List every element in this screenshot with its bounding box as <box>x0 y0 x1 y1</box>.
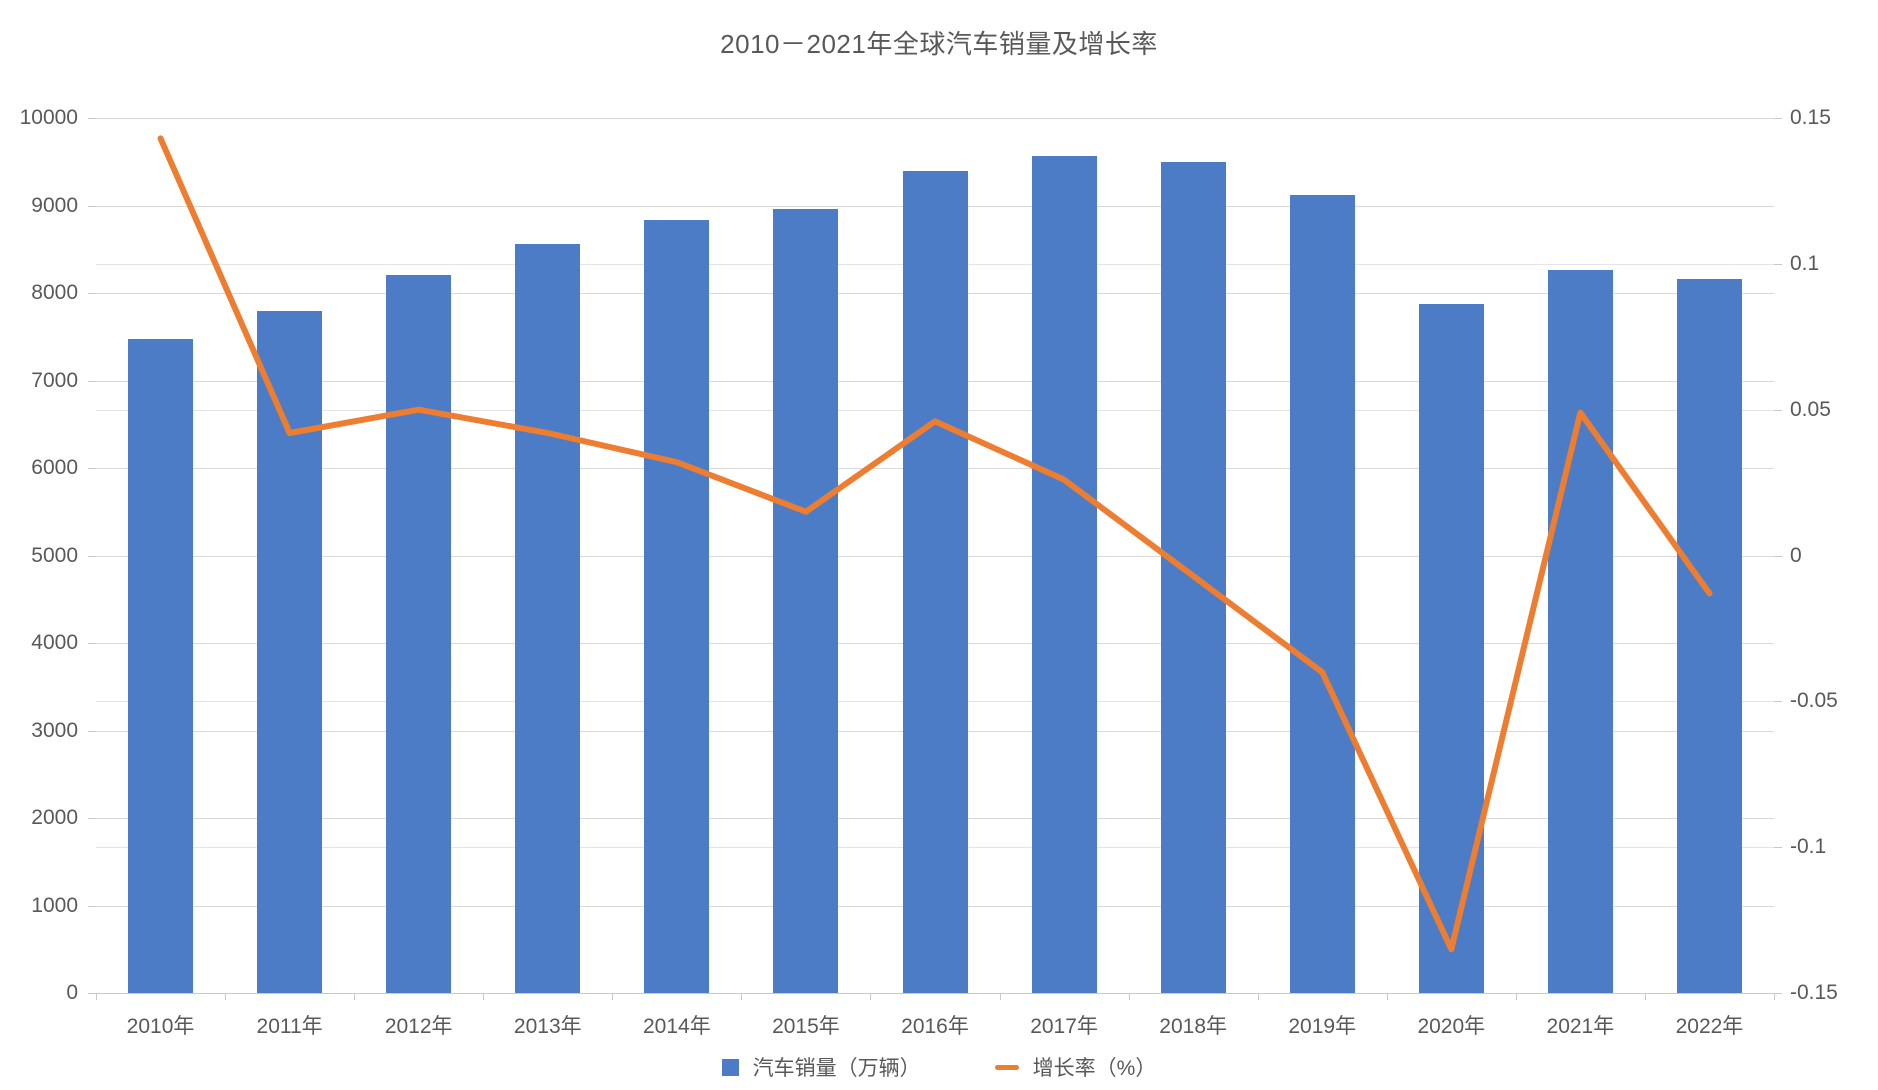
y-axis-label-right: -0.1 <box>1790 835 1827 859</box>
y-axis-tick-right <box>1774 118 1782 119</box>
sales-bar-2020年[interactable] <box>1418 304 1484 993</box>
y-axis-tick-left <box>88 643 96 644</box>
sales-bar-2011年[interactable] <box>257 310 323 993</box>
y-axis-tick-right <box>1774 993 1782 994</box>
y-axis-tick-left <box>88 993 96 994</box>
x-axis-label: 2017年 <box>1030 1015 1098 1038</box>
x-axis-tick <box>483 993 485 1000</box>
sales-bar-2022年[interactable] <box>1676 279 1742 993</box>
legend-label-sales: 汽车销量（万辆） <box>752 1057 921 1080</box>
x-axis-label: 2015年 <box>772 1015 840 1038</box>
y-axis-label-right: 0 <box>1790 543 1802 567</box>
x-axis-label: 2012年 <box>384 1015 453 1038</box>
y-axis-label-left: 9000 <box>31 193 78 217</box>
x-axis-tick <box>612 993 614 1000</box>
x-axis-label: 2021年 <box>1546 1015 1615 1038</box>
x-axis-label: 2013年 <box>513 1015 582 1038</box>
y-axis-tick-left <box>88 555 96 557</box>
gridline-left <box>96 118 1774 119</box>
y-axis-tick-right <box>1774 263 1782 265</box>
legend-label-growth: 增长率（%） <box>1032 1057 1157 1080</box>
x-axis-tick <box>225 993 227 1000</box>
y-axis-label-left: 10000 <box>19 106 78 129</box>
y-axis-tick-left <box>88 293 96 294</box>
sales-bar-2012年[interactable] <box>386 274 452 993</box>
y-axis-tick-left <box>88 205 96 207</box>
legend-item-growth[interactable]: 增长率（%） <box>994 1052 1157 1082</box>
x-axis-label: 2019年 <box>1288 1015 1357 1038</box>
x-axis-label: 2016年 <box>901 1015 969 1038</box>
sales-bar-2015年[interactable] <box>773 209 839 993</box>
x-axis-tick <box>354 993 356 1000</box>
y-axis-label-right: 0.05 <box>1790 397 1831 421</box>
x-axis-tick <box>1515 993 1517 1000</box>
y-axis-tick-right <box>1774 555 1782 557</box>
chart-title: 2010－2021年全球汽车销量及增长率 <box>720 29 1158 59</box>
growth-series-swatch <box>994 1064 1019 1070</box>
y-axis-label-left: 1000 <box>31 893 78 917</box>
sales-bar-2014年[interactable] <box>644 220 710 993</box>
sales-bar-2021年[interactable] <box>1547 270 1613 993</box>
y-axis-label-left: 5000 <box>31 543 78 567</box>
y-axis-label-right: -0.05 <box>1790 689 1838 713</box>
sales-bar-2010年[interactable] <box>128 338 194 993</box>
y-axis-tick-right <box>1774 701 1782 703</box>
sales-bar-2018年[interactable] <box>1160 161 1226 993</box>
x-axis-tick <box>1386 993 1388 1000</box>
x-axis-tick <box>1257 993 1259 1000</box>
y-axis-label-left: 4000 <box>31 631 78 654</box>
sales-bar-2016年[interactable] <box>902 171 968 993</box>
y-axis-label-left: 7000 <box>31 368 78 392</box>
y-axis-label-right: 0.1 <box>1790 251 1820 275</box>
sales-bar-2019年[interactable] <box>1289 195 1355 993</box>
x-axis-label: 2022年 <box>1675 1015 1744 1038</box>
y-axis-label-left: 3000 <box>31 718 78 742</box>
y-axis-label-right: 0.15 <box>1790 106 1831 129</box>
sales-series-swatch <box>721 1058 739 1076</box>
y-axis-tick-left <box>88 905 96 907</box>
x-axis-tick <box>1774 993 1775 1000</box>
legend-item-sales[interactable]: 汽车销量（万辆） <box>721 1052 921 1082</box>
y-axis-tick-right <box>1774 847 1782 849</box>
y-axis-tick-left <box>88 380 96 382</box>
sales-bar-2017年[interactable] <box>1031 155 1097 993</box>
y-axis-label-left: 2000 <box>31 806 78 829</box>
x-axis-label: 2011年 <box>256 1015 323 1038</box>
x-axis-tick <box>741 993 743 1000</box>
x-axis-tick <box>870 993 872 1000</box>
legend: 汽车销量（万辆） 增长率（%） <box>0 1052 1878 1082</box>
x-axis-tick <box>96 993 97 1000</box>
y-axis-tick-left <box>88 118 96 119</box>
sales-bar-2013年[interactable] <box>515 244 581 993</box>
y-axis-tick-left <box>88 730 96 732</box>
y-axis-label-right: -0.15 <box>1790 981 1838 1004</box>
y-axis-tick-left <box>88 818 96 819</box>
x-axis-label: 2010年 <box>126 1015 195 1038</box>
y-axis-label-left: 6000 <box>31 456 78 479</box>
x-axis-label: 2020年 <box>1417 1015 1486 1038</box>
y-axis-tick-right <box>1774 409 1782 411</box>
y-axis-label-left: 0 <box>66 981 78 1004</box>
x-axis-tick <box>1128 993 1130 1000</box>
x-axis-line <box>96 993 1774 994</box>
x-axis-tick <box>1644 993 1646 1000</box>
x-axis-label: 2014年 <box>642 1015 711 1038</box>
y-axis-label-left: 8000 <box>31 281 78 304</box>
x-axis-tick <box>999 993 1001 1000</box>
x-axis-label: 2018年 <box>1159 1015 1227 1038</box>
y-axis-tick-left <box>88 468 96 469</box>
